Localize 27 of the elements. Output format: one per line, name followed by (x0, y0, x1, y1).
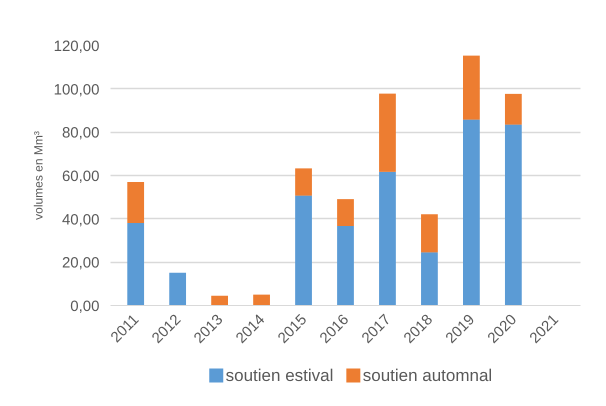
bar (421, 214, 438, 252)
bar (463, 56, 480, 120)
y-tick-label: 80,00 (62, 124, 100, 142)
bar (504, 94, 522, 125)
bar (463, 120, 480, 306)
bar (295, 196, 312, 306)
y-tick-label: 100,00 (54, 81, 100, 98)
bar (504, 124, 522, 306)
y-tick-label: 0,00 (70, 298, 100, 315)
bar (127, 222, 144, 306)
bar (421, 252, 438, 306)
bar (337, 199, 354, 226)
bar (379, 94, 396, 172)
legend-label: soutien estival (226, 366, 334, 385)
y-tick-label: 60,00 (62, 168, 100, 185)
y-tick-label: 120,00 (54, 38, 100, 55)
y-axis-title: volumes en Mm³ (32, 131, 46, 220)
bar (169, 272, 186, 306)
bar (295, 168, 312, 196)
bar (337, 226, 354, 306)
bar (379, 172, 396, 306)
y-tick-label: 40,00 (62, 211, 100, 228)
bar (127, 182, 144, 223)
legend-label: soutien automnal (362, 366, 492, 385)
bar (253, 294, 270, 306)
y-tick-label: 20,00 (62, 254, 100, 272)
bar (211, 296, 228, 306)
